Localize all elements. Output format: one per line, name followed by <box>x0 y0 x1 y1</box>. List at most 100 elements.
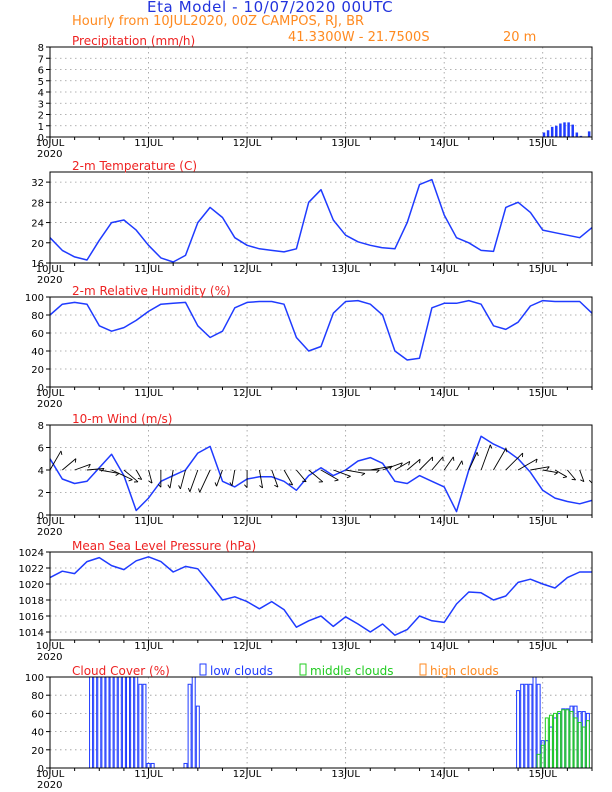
x-tick-label: 11JUL <box>134 388 163 399</box>
x-tick-label: 10JUL <box>36 138 65 149</box>
wind-barb <box>199 469 211 493</box>
wind-barb-flag <box>288 483 293 486</box>
wind-barb-flag <box>408 461 411 466</box>
y-tick-label: 0 <box>38 764 44 775</box>
y-tick-label: 40 <box>31 347 44 358</box>
wind-barb <box>111 469 133 481</box>
y-tick-label: 20 <box>31 239 44 250</box>
x-year-label: 2020 <box>37 275 62 286</box>
x-tick-label: 11JUL <box>134 138 163 149</box>
x-tick-label: 14JUL <box>430 516 459 527</box>
wind-barb <box>99 469 120 474</box>
panel-title-temp: 2-m Temperature (C) <box>72 159 197 173</box>
wind-barb <box>216 469 223 487</box>
wind-barb-flag <box>167 484 171 489</box>
legend-swatch-middle-clouds <box>299 663 307 676</box>
wind-barb <box>382 462 403 471</box>
wind-barb-flag <box>178 485 181 490</box>
wind-barb-flag <box>128 479 133 482</box>
x-tick-label: 14JUL <box>430 388 459 399</box>
panel-title-pressure: Mean Sea Level Pressure (hPa) <box>72 539 256 553</box>
run-info-subtitle: Hourly from 10JUL2020, 00Z CAMPOS, RJ, B… <box>72 14 365 29</box>
x-year-label: 2020 <box>37 780 62 791</box>
x-tick-label: 13JUL <box>331 769 360 780</box>
y-tick-label: 4 <box>38 88 44 99</box>
legend-label-middle-clouds: middle clouds <box>310 664 394 678</box>
wind-barb <box>258 469 264 488</box>
low-clouds-bar <box>528 683 533 769</box>
wind-barb <box>308 469 324 483</box>
x-tick-label: 12JUL <box>233 388 262 399</box>
panel-title-cloud: Cloud Cover (%) <box>72 664 170 678</box>
low-clouds-bar <box>89 676 94 769</box>
wind-barb-flag <box>562 476 567 479</box>
wind-barb <box>333 469 351 477</box>
wind-barb <box>86 468 105 471</box>
panel-title-wind: 10-m Wind (m/s) <box>72 412 172 426</box>
wind-barb-flag <box>259 485 263 489</box>
y-tick-label: 6 <box>38 66 44 77</box>
elevation-label: 20 m <box>503 30 537 45</box>
x-tick-label: 15JUL <box>528 388 557 399</box>
x-tick-label: 11JUL <box>134 516 163 527</box>
wind-barb <box>49 450 62 471</box>
precipitation-bar <box>563 122 566 137</box>
x-tick-label: 14JUL <box>430 769 459 780</box>
low-clouds-bar <box>195 705 200 769</box>
panel-frame <box>49 296 593 388</box>
wind-barb <box>189 469 199 492</box>
low-clouds-bar <box>187 683 192 769</box>
wind-barb-flag <box>452 456 455 461</box>
y-tick-label: 1022 <box>19 564 44 575</box>
wind-barb-flag <box>88 464 91 469</box>
x-tick-label: 12JUL <box>233 641 262 652</box>
x-year-label: 2020 <box>37 149 62 160</box>
precipitation-bar <box>579 135 583 137</box>
wind-barb-flag <box>148 480 153 484</box>
y-tick-label: 0 <box>38 133 44 144</box>
x-tick-label: 15JUL <box>528 769 557 780</box>
x-tick-label: 10JUL <box>36 769 65 780</box>
wind-barb-flag <box>101 468 105 472</box>
rh-line <box>49 299 593 361</box>
x-year-label: 2020 <box>37 399 62 410</box>
x-tick-label: 13JUL <box>331 641 360 652</box>
low-clouds-bar <box>134 676 139 769</box>
precipitation-bar <box>575 132 579 137</box>
x-tick-label: 11JUL <box>134 264 163 275</box>
y-tick-label: 1014 <box>19 628 44 639</box>
low-clouds-bar <box>126 676 131 769</box>
y-tick-label: 24 <box>31 219 44 230</box>
middle-clouds-bar <box>565 709 570 769</box>
wind-barb <box>271 469 279 488</box>
low-clouds-bar <box>524 683 529 769</box>
wind-barb <box>169 469 174 489</box>
low-clouds-bar <box>101 676 106 769</box>
wind-barb <box>443 456 454 471</box>
low-clouds-bar <box>183 762 188 769</box>
y-tick-label: 40 <box>31 728 44 739</box>
x-tick-label: 12JUL <box>233 516 262 527</box>
wind-barb <box>542 469 558 474</box>
precipitation-bar <box>567 122 570 137</box>
middle-clouds-bar <box>540 744 545 769</box>
low-clouds-bar <box>191 676 196 769</box>
low-clouds-bar <box>138 683 143 769</box>
middle-clouds-bar <box>581 726 586 769</box>
precipitation-bar <box>542 132 546 137</box>
wind-barb-flag <box>187 487 191 492</box>
wind-barb <box>480 444 491 471</box>
x-tick-label: 11JUL <box>134 641 163 652</box>
y-tick-label: 3 <box>38 99 44 110</box>
panel-title-rh: 2-m Relative Humidity (%) <box>72 284 231 298</box>
low-clouds-bar <box>105 676 110 769</box>
temp-line <box>49 178 593 263</box>
x-tick-label: 10JUL <box>36 388 65 399</box>
middle-clouds-bar <box>569 711 574 769</box>
middle-clouds-bar <box>557 711 562 769</box>
wind-barb-flag <box>571 478 576 481</box>
x-tick-label: 13JUL <box>331 138 360 149</box>
wind-barb-flag <box>419 459 421 464</box>
low-clouds-bar <box>109 676 114 769</box>
